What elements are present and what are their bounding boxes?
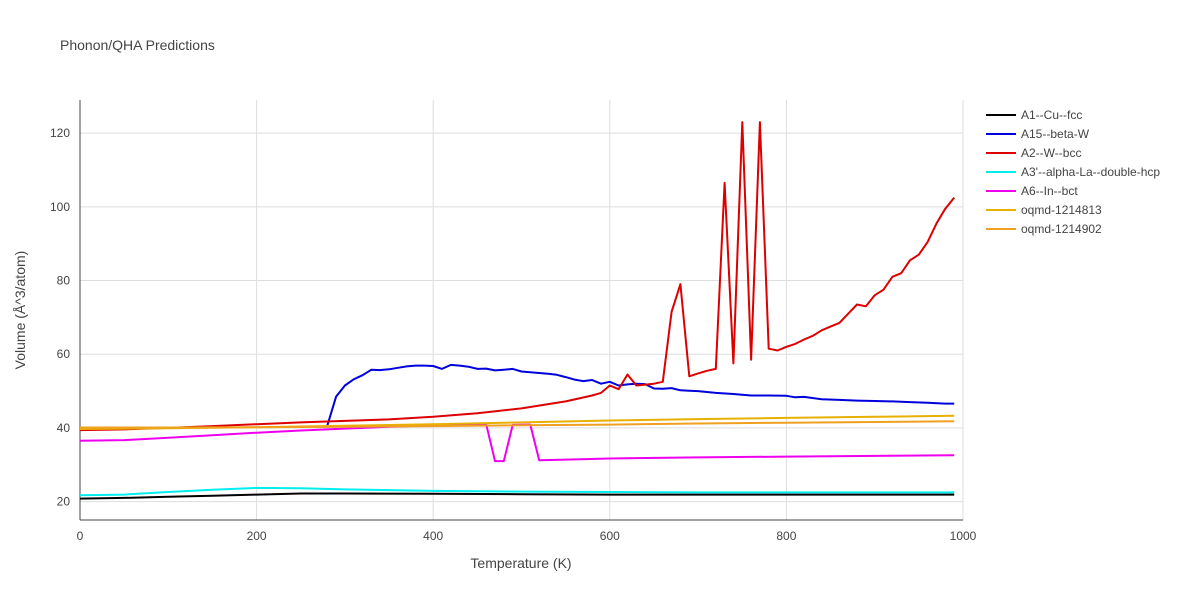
legend-item[interactable]: A6--In--bct — [1021, 184, 1078, 198]
legend-item[interactable]: oqmd-1214813 — [1021, 203, 1102, 217]
series-line — [79, 486, 955, 497]
y-axis-title: Volume (Å^3/atom) — [12, 251, 28, 370]
legend-item[interactable]: A15--beta-W — [1021, 127, 1090, 141]
y-tick-label: 80 — [57, 274, 71, 288]
x-tick-label: 0 — [77, 529, 84, 543]
y-tick-label: 20 — [57, 495, 71, 509]
series-line — [79, 121, 955, 432]
y-tick-label: 40 — [57, 421, 71, 435]
chart-title: Phonon/QHA Predictions — [60, 37, 215, 53]
y-tick-label: 120 — [50, 126, 70, 140]
x-tick-label: 800 — [776, 529, 796, 543]
series-line — [79, 492, 955, 500]
series-layer — [79, 121, 955, 500]
x-axis-title: Temperature (K) — [470, 555, 571, 571]
x-tick-label: 200 — [247, 529, 267, 543]
series-line — [80, 420, 955, 429]
legend-item[interactable]: A3'--alpha-La--double-hcp — [1021, 165, 1160, 179]
series-line — [326, 363, 955, 427]
x-tick-label: 600 — [600, 529, 620, 543]
legend-item[interactable]: A2--W--bcc — [1021, 146, 1081, 160]
y-tick-label: 100 — [50, 200, 70, 214]
y-tick-label: 60 — [57, 347, 71, 361]
legend-item[interactable]: oqmd-1214902 — [1021, 222, 1102, 236]
series-line — [79, 423, 955, 463]
axes — [79, 100, 963, 521]
tick-labels: 0 200 400 600 800 1000 20 40 60 80 100 120 — [50, 126, 977, 543]
x-tick-label: 400 — [423, 529, 443, 543]
x-tick-label: 1000 — [950, 529, 977, 543]
legend: A1--Cu--fcc A15--beta-W A2--W--bcc A3'--alp… — [986, 108, 1160, 236]
legend-item[interactable]: A1--Cu--fcc — [1021, 108, 1082, 122]
